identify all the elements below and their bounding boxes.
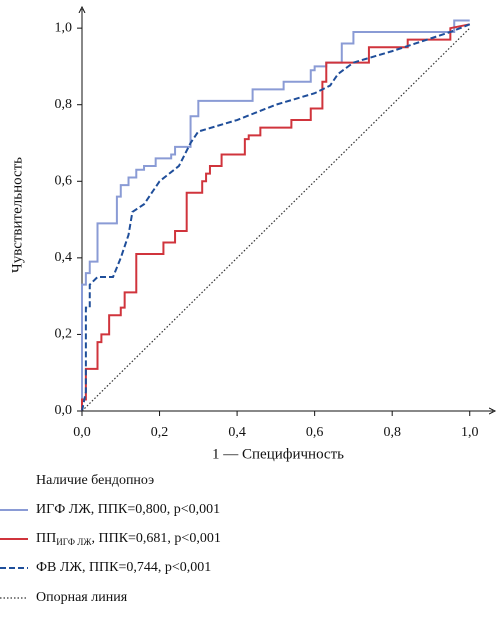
roc-curve (81, 19, 470, 411)
legend-name: ПП (36, 531, 56, 546)
y-tick-label: 0,6 (55, 174, 73, 189)
legend-name: Опорная линия (36, 590, 128, 605)
x-tick-label: 0,0 (73, 425, 91, 440)
x-tick-label: 0,6 (306, 425, 324, 440)
legend-name: ИГФ ЛЖ, ППК=0,800, p<0,001 (36, 502, 220, 517)
y-tick-label: 0,8 (55, 97, 73, 112)
y-tick-label: 0,0 (55, 403, 73, 418)
legend-suffix: , ППК=0,681, p<0,001 (91, 531, 220, 546)
y-tick-label: 0,4 (55, 250, 73, 265)
legend-name: ФВ ЛЖ, ППК=0,744, p<0,001 (36, 560, 211, 575)
y-tick-label: 0,2 (55, 327, 73, 342)
legend-title: Наличие бендопноэ (36, 473, 154, 488)
x-tick-label: 0,4 (228, 425, 246, 440)
x-tick-label: 0,8 (383, 425, 401, 440)
x-tick-label: 0,2 (151, 425, 169, 440)
y-tick-label: 1,0 (55, 20, 73, 35)
roc-curve (81, 27, 471, 412)
legend-label: Опорная линия (36, 590, 128, 605)
x-tick-label: 1,0 (461, 425, 479, 440)
y-axis-label: Чувствительность (9, 157, 25, 273)
legend-label: ИГФ ЛЖ, ППК=0,800, p<0,001 (36, 502, 220, 517)
legend-label: ППИГФ ЛЖ, ППК=0,681, p<0,001 (36, 531, 221, 547)
roc-curve (81, 23, 470, 411)
legend-subscript: ИГФ ЛЖ (56, 537, 92, 547)
x-axis-label: 1 — Специфичность (212, 446, 344, 462)
legend-label: ФВ ЛЖ, ППК=0,744, p<0,001 (36, 560, 211, 575)
roc-curve (81, 23, 471, 412)
